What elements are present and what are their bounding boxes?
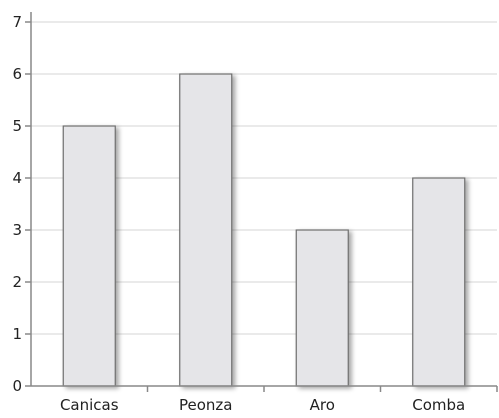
x-tick-label-aro: Aro (310, 396, 335, 414)
x-tick-label-canicas: Canicas (60, 396, 119, 414)
y-tick-label-5: 5 (12, 117, 22, 135)
x-tick-label-peonza: Peonza (179, 396, 233, 414)
tick-labels: 0 1 2 3 4 5 6 7 Canicas Peonza Aro Comba (12, 13, 465, 414)
bar-comba (412, 177, 466, 387)
bar-peonza (179, 73, 233, 387)
y-tick-label-4: 4 (12, 169, 22, 187)
y-tick-label-3: 3 (12, 221, 22, 239)
y-tick-label-0: 0 (12, 377, 22, 395)
x-tick-label-comba: Comba (412, 396, 465, 414)
axes (25, 12, 498, 392)
y-tick-label-1: 1 (12, 325, 22, 343)
y-tick-label-7: 7 (12, 13, 22, 31)
bar-series (62, 73, 466, 387)
bar-aro (295, 229, 349, 387)
bar-canicas (62, 125, 116, 387)
y-tick-label-2: 2 (12, 273, 22, 291)
y-tick-label-6: 6 (12, 65, 22, 83)
